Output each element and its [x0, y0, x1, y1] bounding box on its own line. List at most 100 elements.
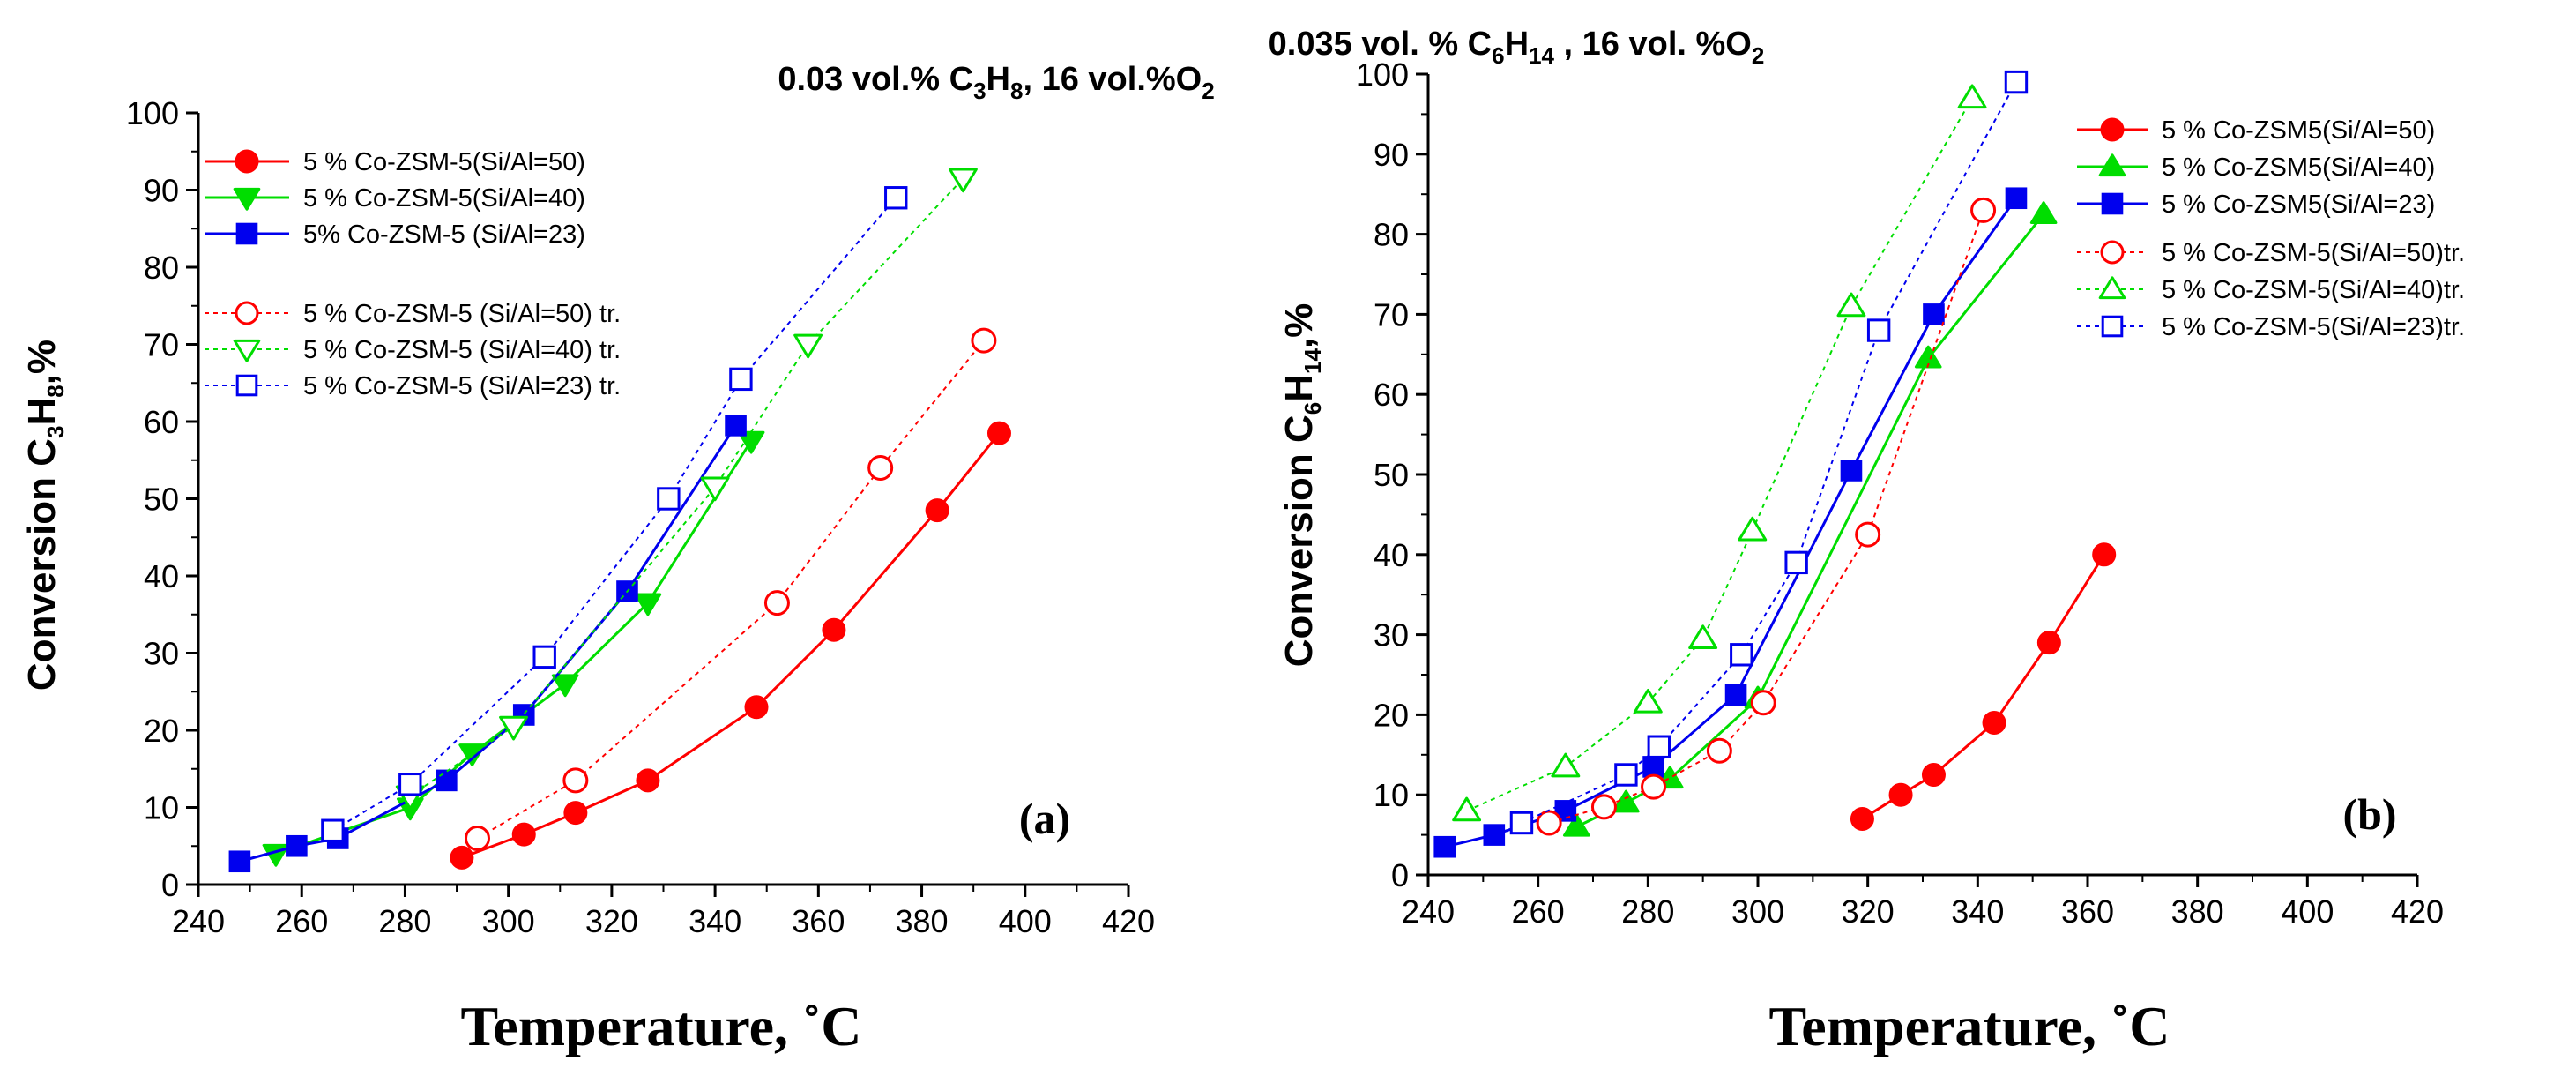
data-point — [793, 333, 823, 359]
x-tick-label: 240 — [172, 903, 225, 939]
x-axis-label: Temperature, ˚C — [1768, 995, 2170, 1057]
series-5 — [395, 168, 978, 811]
legend-item: 5% Co-ZSM-5 (Si/Al=23) — [205, 220, 585, 249]
legend-swatch-marker — [2098, 153, 2126, 177]
y-tick-label: 60 — [1374, 377, 1409, 413]
data-point — [436, 769, 458, 792]
legend-swatch-marker — [235, 149, 259, 174]
y-tick-label: 50 — [144, 482, 179, 518]
data-point — [744, 695, 769, 720]
y-tick-label: 10 — [1374, 777, 1409, 813]
data-point — [729, 367, 753, 392]
legend-swatch-marker — [233, 339, 261, 362]
x-tick-label: 400 — [2281, 893, 2334, 930]
panel-label: (b) — [2342, 789, 2396, 839]
data-point — [562, 767, 589, 794]
x-tick-label: 340 — [689, 903, 741, 939]
data-point — [1551, 752, 1581, 778]
data-point — [1724, 684, 1747, 706]
series-3 — [228, 415, 747, 873]
data-point — [450, 845, 474, 870]
series-3 — [1433, 187, 2028, 858]
data-point — [1970, 197, 1997, 223]
data-point — [925, 498, 949, 523]
x-tick-label: 360 — [792, 903, 845, 939]
data-point — [1563, 813, 1590, 837]
data-point — [286, 834, 308, 857]
x-tick-label: 320 — [585, 903, 638, 939]
legend-item: 5 % Co-ZSM5(Si/Al=50) — [2077, 116, 2435, 145]
panel-label: (a) — [1019, 794, 1070, 843]
y-tick-label: 30 — [1374, 617, 1409, 654]
y-tick-label: 70 — [144, 327, 179, 363]
y-tick-label: 10 — [144, 790, 179, 826]
series-1 — [1850, 542, 2117, 831]
data-point — [1866, 318, 1891, 342]
x-tick-label: 340 — [1951, 893, 2004, 930]
legend-swatch-marker — [235, 222, 258, 245]
chart-panel-b: 0.035 vol. % C6H14 , 16 vol. %O2 Convers… — [1269, 26, 2465, 1057]
chart-title: 0.035 vol. % C6H14 , 16 vol. %O2 — [1269, 26, 1765, 69]
data-point — [971, 327, 997, 354]
y-tick-label: 40 — [144, 558, 179, 594]
data-point — [398, 773, 422, 796]
series-1 — [450, 421, 1011, 870]
y-tick-label: 100 — [1356, 56, 1409, 93]
data-point — [1706, 737, 1732, 764]
series-line — [1548, 210, 1984, 824]
legend-label: 5% Co-ZSM-5 (Si/Al=23) — [303, 220, 585, 249]
data-point — [1921, 763, 1946, 787]
y-tick-label: 20 — [1374, 697, 1409, 733]
x-tick-label: 400 — [999, 903, 1052, 939]
data-point — [465, 826, 490, 851]
data-point — [867, 455, 894, 481]
data-point — [1688, 624, 1718, 650]
data-point — [2004, 70, 2029, 94]
y-tick-label: 30 — [144, 636, 179, 672]
data-point — [563, 801, 588, 826]
legend-label: 5 % Co-ZSM-5(Si/Al=40)tr. — [2162, 276, 2465, 304]
y-tick-label: 70 — [1374, 296, 1409, 333]
x-axis-label: Temperature, ˚C — [460, 995, 861, 1057]
data-point — [657, 487, 681, 511]
y-tick-label: 60 — [144, 404, 179, 440]
legend-label: 5 % Co-ZSM-5(Si/Al=50)tr. — [2162, 239, 2465, 267]
data-point — [634, 593, 662, 616]
legend-item: 5 % Co-ZSM-5 (Si/Al=50) tr. — [205, 300, 621, 328]
series-line — [1466, 97, 1973, 812]
legend-label: 5 % Co-ZSM-5 (Si/Al=50) tr. — [303, 300, 621, 328]
series-line — [331, 197, 897, 832]
data-point — [1957, 84, 1987, 109]
legend-item: 5 % Co-ZSM-5(Si/Al=50) — [205, 148, 585, 176]
legend: 5 % Co-ZSM-5(Si/Al=50) 5 % Co-ZSM-5(Si/Al… — [205, 148, 621, 400]
data-point — [763, 590, 790, 616]
legend-label: 5 % Co-ZSM5(Si/Al=40) — [2162, 153, 2435, 182]
data-point — [725, 415, 747, 437]
legend-swatch-marker — [235, 301, 259, 325]
series-line — [1444, 197, 2018, 848]
data-point — [1641, 773, 1667, 800]
data-point — [1784, 550, 1808, 575]
data-point — [1590, 794, 1617, 820]
x-tick-label: 420 — [1102, 903, 1155, 939]
y-axis-label: Conversion C3H8,% — [20, 340, 69, 691]
axes: 240 260 280 300 320 340 360 380 400 420 0 10 20 30 40 5… — [126, 95, 1155, 939]
series-2 — [1563, 201, 2058, 837]
data-point — [511, 822, 536, 847]
legend-item: 5 % Co-ZSM-5(Si/Al=40)tr. — [2077, 276, 2465, 304]
data-point — [1982, 710, 2006, 735]
x-tick-label: 240 — [1402, 893, 1455, 930]
x-tick-label: 300 — [482, 903, 535, 939]
series-layer — [1433, 70, 2117, 858]
legend-label: 5 % Co-ZSM-5(Si/Al=50) — [303, 148, 585, 176]
legend-item: 5 % Co-ZSM-5(Si/Al=23)tr. — [2077, 313, 2465, 341]
legend-item: 5 % Co-ZSM-5(Si/Al=40) — [205, 184, 585, 213]
chart-title: 0.03 vol.% C3H8, 16 vol.%O2 — [778, 61, 1214, 104]
data-point — [1855, 521, 1881, 548]
series-layer — [228, 168, 1011, 873]
data-point — [948, 168, 978, 193]
legend: 5 % Co-ZSM5(Si/Al=50) 5 % Co-ZSM5(Si/Al=4… — [2077, 116, 2465, 341]
data-point — [532, 645, 556, 669]
legend-item: 5 % Co-ZSM-5 (Si/Al=23) tr. — [205, 372, 621, 400]
